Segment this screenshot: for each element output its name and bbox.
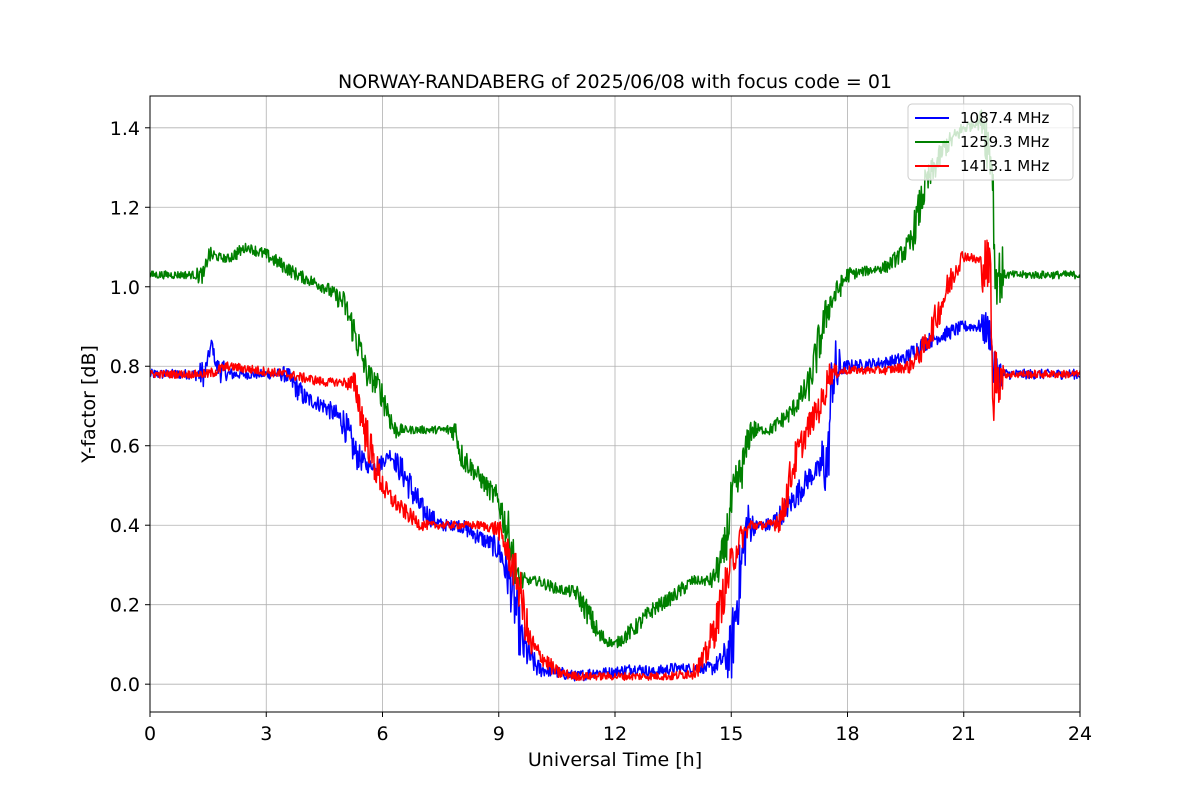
y-tick-label: 0.0 bbox=[110, 674, 140, 696]
y-axis-label: Y-factor [dB] bbox=[78, 345, 100, 464]
x-tick-label: 6 bbox=[376, 723, 388, 745]
y-tick-label: 1.0 bbox=[110, 277, 140, 299]
x-tick-label: 18 bbox=[835, 723, 859, 745]
x-tick-label: 12 bbox=[603, 723, 627, 745]
chart-title: NORWAY-RANDABERG of 2025/06/08 with focu… bbox=[338, 71, 892, 93]
legend-box bbox=[907, 103, 1074, 181]
x-tick-label: 21 bbox=[952, 723, 976, 745]
grid bbox=[149, 96, 1081, 712]
series-line-3 bbox=[150, 239, 1080, 682]
x-tick-label: 15 bbox=[719, 723, 743, 745]
legend-label: 1087.4 MHz bbox=[960, 109, 1049, 127]
y-tick-label: 0.8 bbox=[110, 356, 140, 378]
x-tick-label: 3 bbox=[260, 723, 272, 745]
x-axis-label: Universal Time [h] bbox=[528, 749, 702, 771]
x-tick-label: 0 bbox=[144, 723, 156, 745]
y-tick-label: 0.2 bbox=[110, 595, 140, 617]
legend-label: 1413.1 MHz bbox=[960, 157, 1049, 175]
legend: 1087.4 MHz 1259.3 MHz 1413.1 MHz bbox=[907, 103, 1074, 181]
y-tick-label: 1.2 bbox=[110, 197, 140, 219]
y-tick-label: 1.4 bbox=[110, 118, 140, 140]
x-axis: 0 3 6 9 12 15 18 21 24 bbox=[144, 712, 1092, 745]
y-tick-label: 0.6 bbox=[110, 436, 140, 458]
x-tick-label: 9 bbox=[493, 723, 505, 745]
y-axis: 0.0 0.2 0.4 0.6 0.8 1.0 1.2 1.4 bbox=[110, 118, 150, 696]
x-tick-label: 24 bbox=[1068, 723, 1092, 745]
legend-label: 1259.3 MHz bbox=[960, 133, 1049, 151]
y-tick-label: 0.4 bbox=[110, 515, 140, 537]
